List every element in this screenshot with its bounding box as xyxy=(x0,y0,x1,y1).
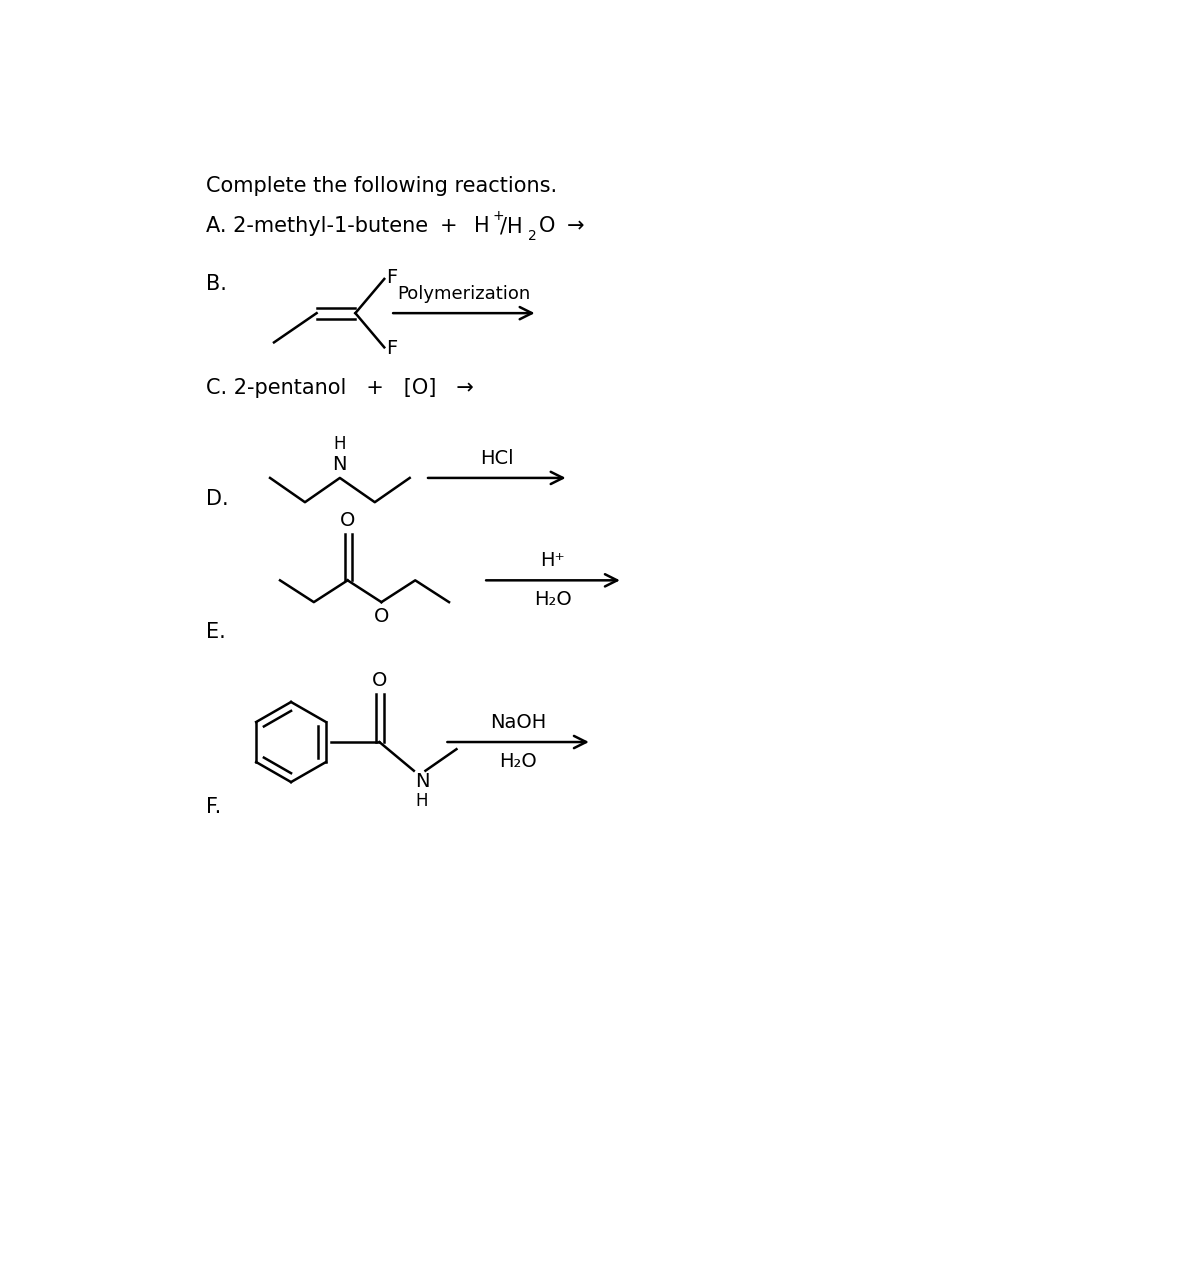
Text: N: N xyxy=(332,456,347,475)
Text: H: H xyxy=(474,216,490,236)
Text: /H: /H xyxy=(500,216,523,236)
Text: H⁺: H⁺ xyxy=(541,551,565,570)
Text: E.: E. xyxy=(206,622,226,642)
Text: A. 2-methyl-1-butene: A. 2-methyl-1-butene xyxy=(206,216,428,236)
Text: F: F xyxy=(386,339,398,358)
Text: HCl: HCl xyxy=(480,449,514,468)
Text: H: H xyxy=(334,435,346,453)
Text: +: + xyxy=(492,209,504,223)
Text: O: O xyxy=(340,511,355,530)
Text: O: O xyxy=(372,671,388,690)
Text: F: F xyxy=(386,268,398,286)
Text: Complete the following reactions.: Complete the following reactions. xyxy=(206,177,557,196)
Text: →: → xyxy=(566,216,584,236)
Text: Polymerization: Polymerization xyxy=(397,285,530,303)
Text: H₂O: H₂O xyxy=(499,752,538,771)
Text: 2: 2 xyxy=(528,230,536,244)
Text: H₂O: H₂O xyxy=(534,591,572,610)
Text: O: O xyxy=(539,216,556,236)
Text: F.: F. xyxy=(206,798,221,818)
Text: O: O xyxy=(373,607,389,626)
Text: NaOH: NaOH xyxy=(490,713,546,732)
Text: B.: B. xyxy=(206,274,227,294)
Text: D.: D. xyxy=(206,490,228,510)
Text: H: H xyxy=(415,793,428,810)
Text: +: + xyxy=(439,216,457,236)
Text: N: N xyxy=(415,772,430,791)
Text: C. 2-pentanol   +   [O]   →: C. 2-pentanol + [O] → xyxy=(206,377,474,398)
